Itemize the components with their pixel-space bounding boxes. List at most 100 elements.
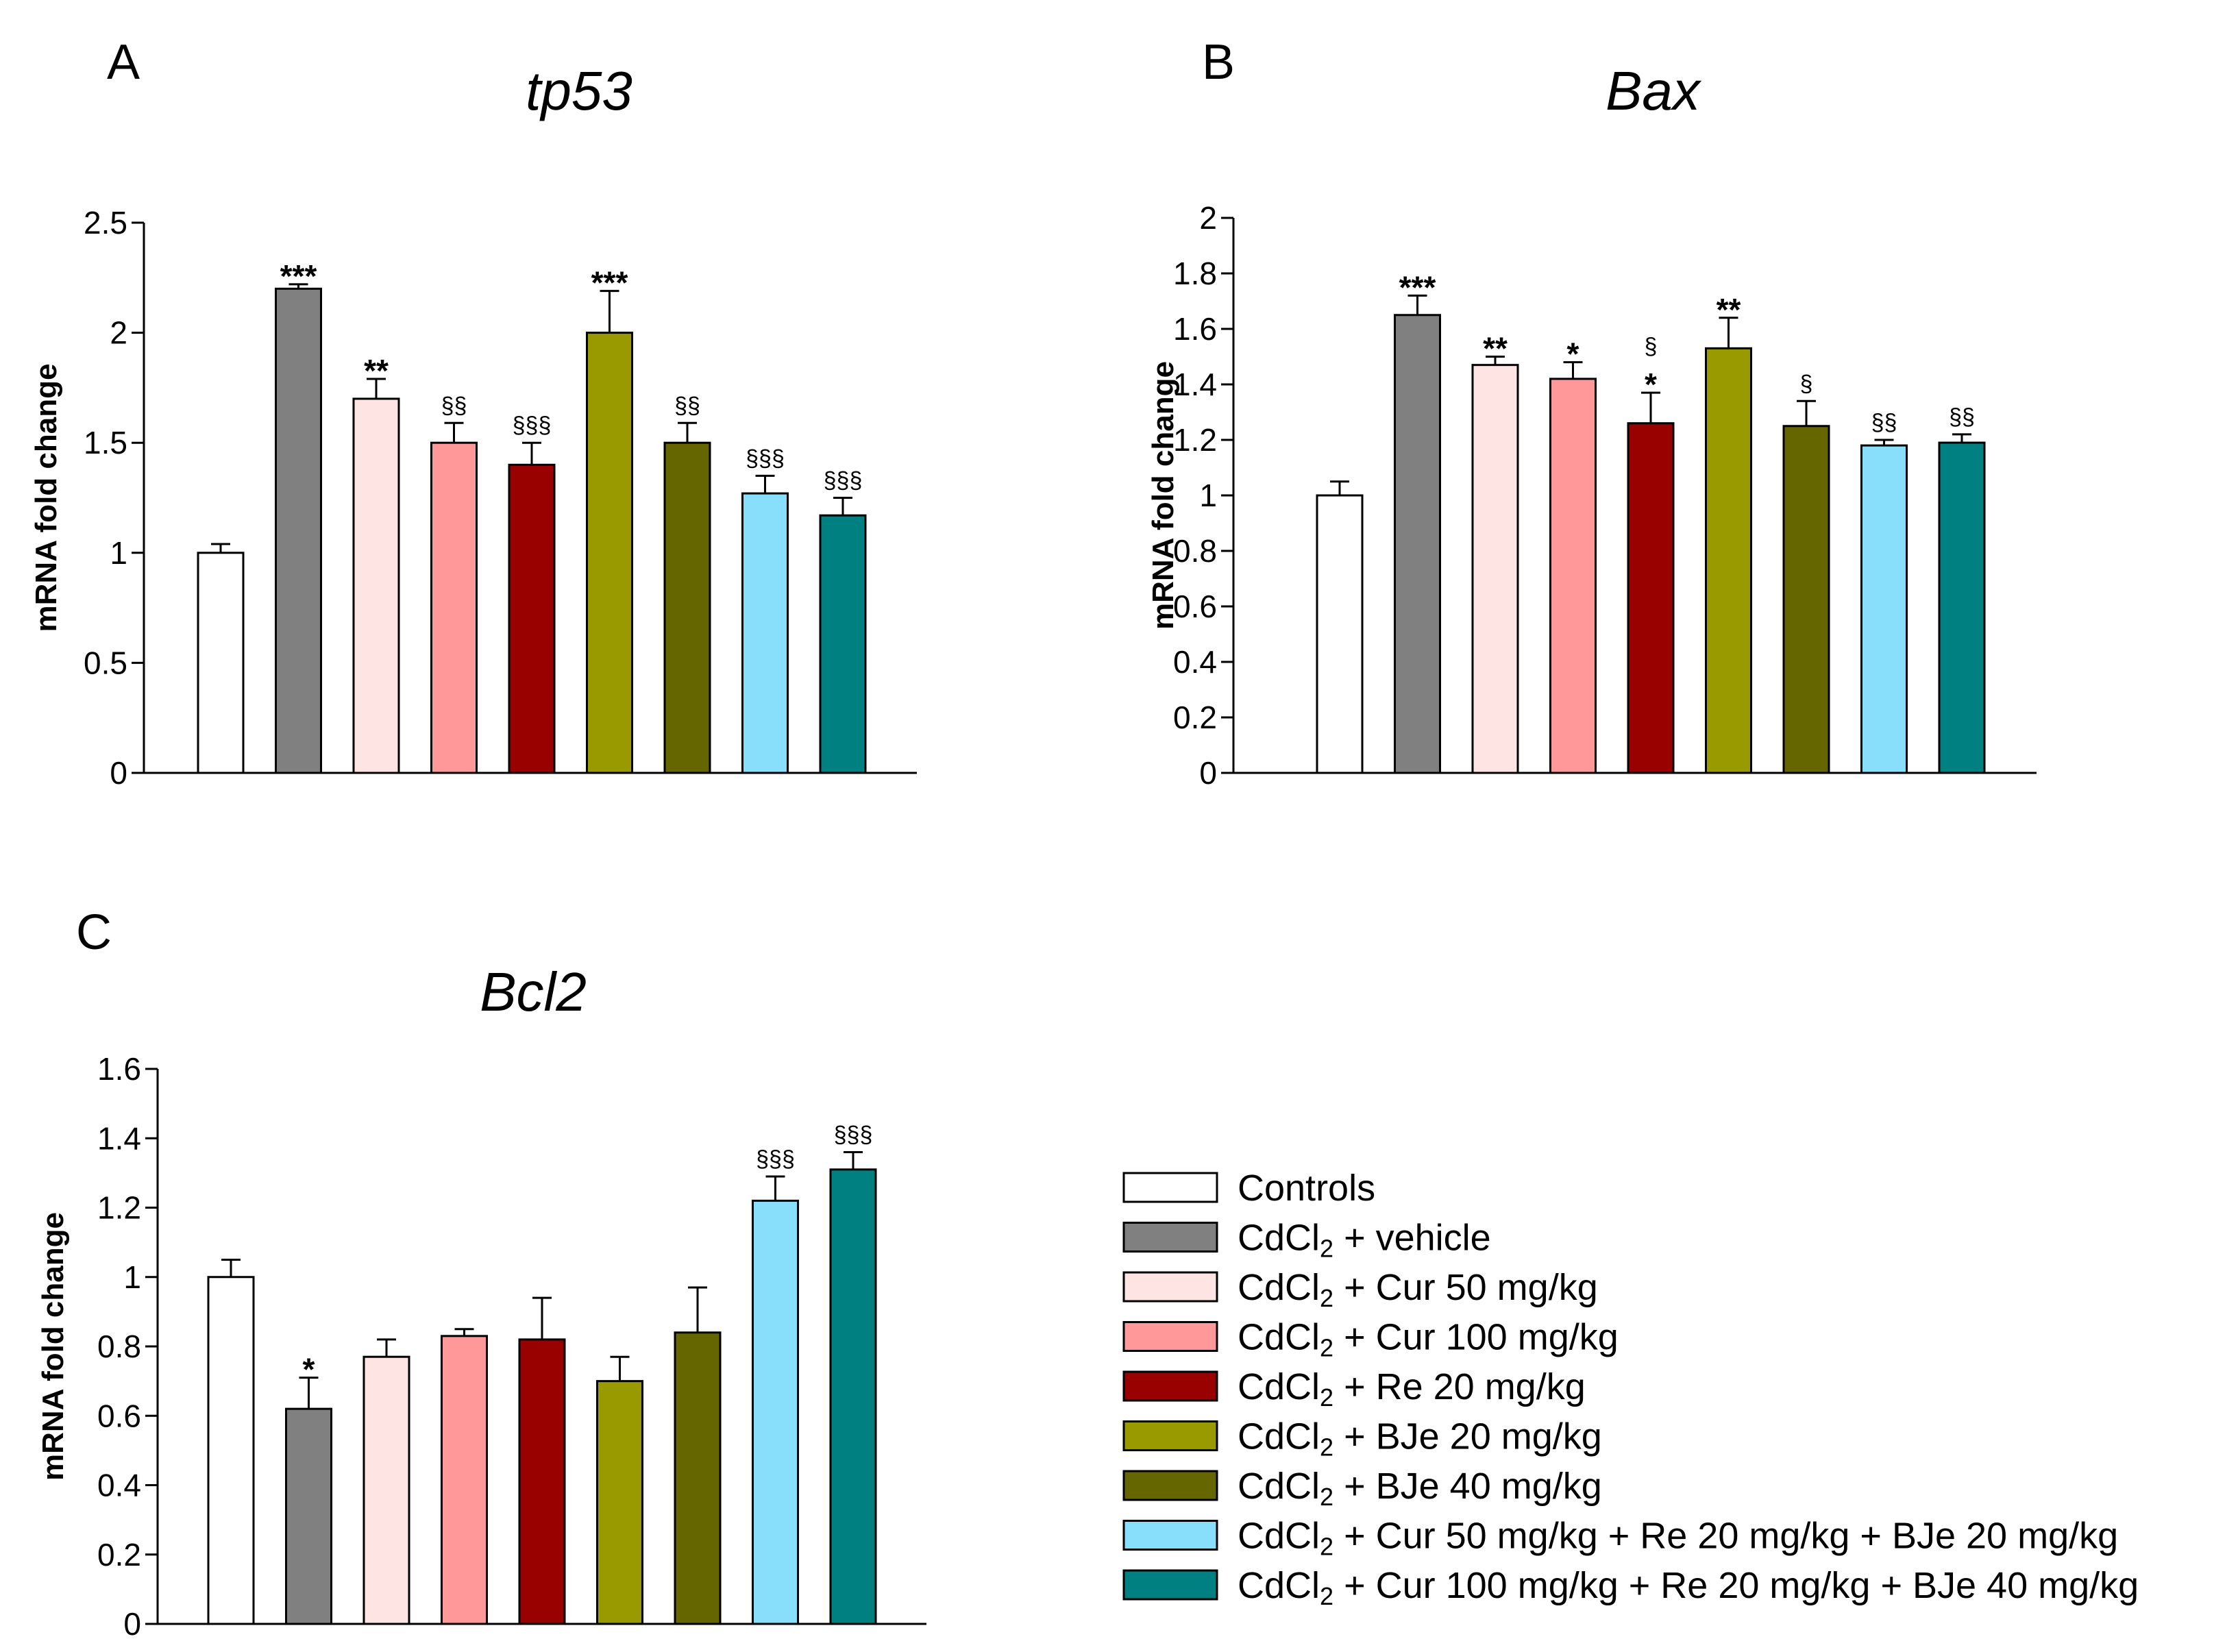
legend-item: CdCl2 + Cur 50 mg/kg (1122, 1267, 1598, 1312)
y-tick-label: 1.2 (1173, 422, 1217, 458)
bar (1549, 378, 1597, 774)
significance-section: §§ (674, 393, 700, 419)
legend-swatch (1122, 1370, 1218, 1402)
legend-label: CdCl2 + vehicle (1238, 1218, 1491, 1263)
chart-panel-b: B Bax mRNA fold change 0 0.2 0.4 0.6 0.8 1 1.2 1.4… (1146, 35, 2037, 791)
legend-swatch (1122, 1321, 1218, 1352)
y-tick-label: 0.2 (1173, 700, 1217, 735)
legend-label: Controls (1238, 1168, 1375, 1209)
y-axis-label: mRNA fold change (36, 1212, 70, 1481)
legend-swatch (1122, 1470, 1218, 1501)
legend-item: CdCl2 + Cur 100 mg/kg (1122, 1317, 1619, 1362)
legend-swatch (1122, 1271, 1218, 1303)
significance-section: §§ (1871, 410, 1897, 436)
bar (1705, 347, 1752, 774)
y-tick-label: 1.6 (97, 1051, 141, 1087)
bar (663, 441, 711, 774)
y-tick-label: 0.2 (97, 1537, 141, 1573)
y-tick-label: 2 (110, 315, 127, 351)
significance-section: §§§ (834, 1122, 873, 1148)
legend-label: CdCl2 + Cur 50 mg/kg (1238, 1267, 1598, 1312)
bar (207, 1276, 255, 1625)
legend-swatch (1122, 1172, 1218, 1203)
y-tick-label: 1.2 (97, 1190, 141, 1226)
bar (1860, 444, 1908, 774)
y-tick-label: 2.5 (84, 205, 127, 241)
legend-label: CdCl2 + Cur 50 mg/kg + Re 20 mg/kg + BJe… (1238, 1516, 2118, 1561)
y-tick-label: 0.4 (97, 1468, 141, 1503)
y-tick-label: 2 (1199, 200, 1217, 236)
y-tick-label: 0.6 (97, 1398, 141, 1433)
bar (752, 1199, 799, 1625)
y-tick-label: 1.5 (84, 425, 127, 460)
bar (197, 552, 245, 774)
significance-star: * (1567, 336, 1579, 372)
panel-letter: C (76, 905, 112, 960)
bar (285, 1407, 332, 1625)
chart-title: Bax (1606, 60, 1702, 121)
significance-section: § (1800, 371, 1813, 397)
bar (441, 1335, 488, 1625)
significance-section: §§§ (513, 412, 552, 439)
panel-letter: B (1202, 35, 1235, 90)
bar (518, 1338, 566, 1625)
y-tick-label: 1.6 (1173, 311, 1217, 347)
y-tick-label: 1.8 (1173, 256, 1217, 291)
legend-item: CdCl2 + Cur 100 mg/kg + Re 20 mg/kg + BJ… (1122, 1565, 2139, 1610)
legend-label: CdCl2 + Cur 100 mg/kg (1238, 1317, 1619, 1362)
y-tick-label: 0 (1199, 755, 1217, 791)
legend-swatch (1122, 1420, 1218, 1451)
legend-item: CdCl2 + Cur 50 mg/kg + Re 20 mg/kg + BJe… (1122, 1516, 2118, 1561)
legend-label: CdCl2 + BJe 20 mg/kg (1238, 1416, 1602, 1462)
bar (362, 1355, 410, 1625)
significance-star: ** (1717, 292, 1741, 328)
significance-section: §§§ (756, 1146, 795, 1172)
legend-label: CdCl2 + BJe 40 mg/kg (1238, 1466, 1602, 1511)
legend-item: CdCl2 + vehicle (1122, 1218, 1491, 1263)
significance-star: ** (1483, 331, 1508, 367)
legend-item: CdCl2 + BJe 20 mg/kg (1122, 1416, 1602, 1462)
significance-star: * (303, 1352, 315, 1388)
significance-star: *** (1399, 269, 1436, 305)
bar (1627, 422, 1675, 774)
significance-star: *** (280, 258, 317, 294)
legend-label: CdCl2 + Cur 100 mg/kg + Re 20 mg/kg + BJ… (1238, 1565, 2139, 1610)
bar (1316, 494, 1364, 774)
chart-title: tp53 (526, 60, 632, 121)
bar (596, 1380, 643, 1625)
bar (1782, 425, 1830, 774)
y-tick-label: 1 (110, 535, 127, 571)
bar (674, 1331, 722, 1625)
significance-section: § (1645, 334, 1658, 360)
y-axis-label: mRNA fold change (29, 364, 63, 632)
significance-section: §§§ (824, 468, 863, 494)
bar (741, 492, 789, 774)
bar (275, 287, 322, 774)
y-tick-label: 0 (110, 755, 127, 791)
significance-star: ** (364, 353, 389, 389)
legend-item: CdCl2 + BJe 40 mg/kg (1122, 1466, 1602, 1511)
bar (1938, 441, 1986, 774)
y-tick-label: 0.8 (97, 1329, 141, 1364)
significance-section: §§ (441, 393, 467, 419)
legend-swatch (1122, 1520, 1218, 1551)
y-tick-label: 0.4 (1173, 644, 1217, 680)
y-tick-label: 0 (123, 1606, 141, 1642)
legend-item: Controls (1122, 1168, 1375, 1209)
bar (352, 397, 400, 774)
significance-section: §§§ (746, 445, 785, 471)
legend-swatch (1122, 1569, 1218, 1601)
significance-star: *** (591, 265, 628, 301)
y-tick-label: 0.5 (84, 645, 127, 680)
bar (430, 441, 478, 774)
chart-panel-c: C Bcl2 mRNA fold change 0 0.2 0.4 0.6 0.8 1 1.2 1.… (36, 905, 926, 1642)
y-tick-label: 1.4 (97, 1120, 141, 1156)
bar (829, 1168, 877, 1625)
bar (1394, 314, 1441, 774)
bar (508, 463, 556, 774)
y-axis-label: mRNA fold change (1146, 361, 1180, 630)
y-tick-label: 1 (1199, 478, 1217, 513)
